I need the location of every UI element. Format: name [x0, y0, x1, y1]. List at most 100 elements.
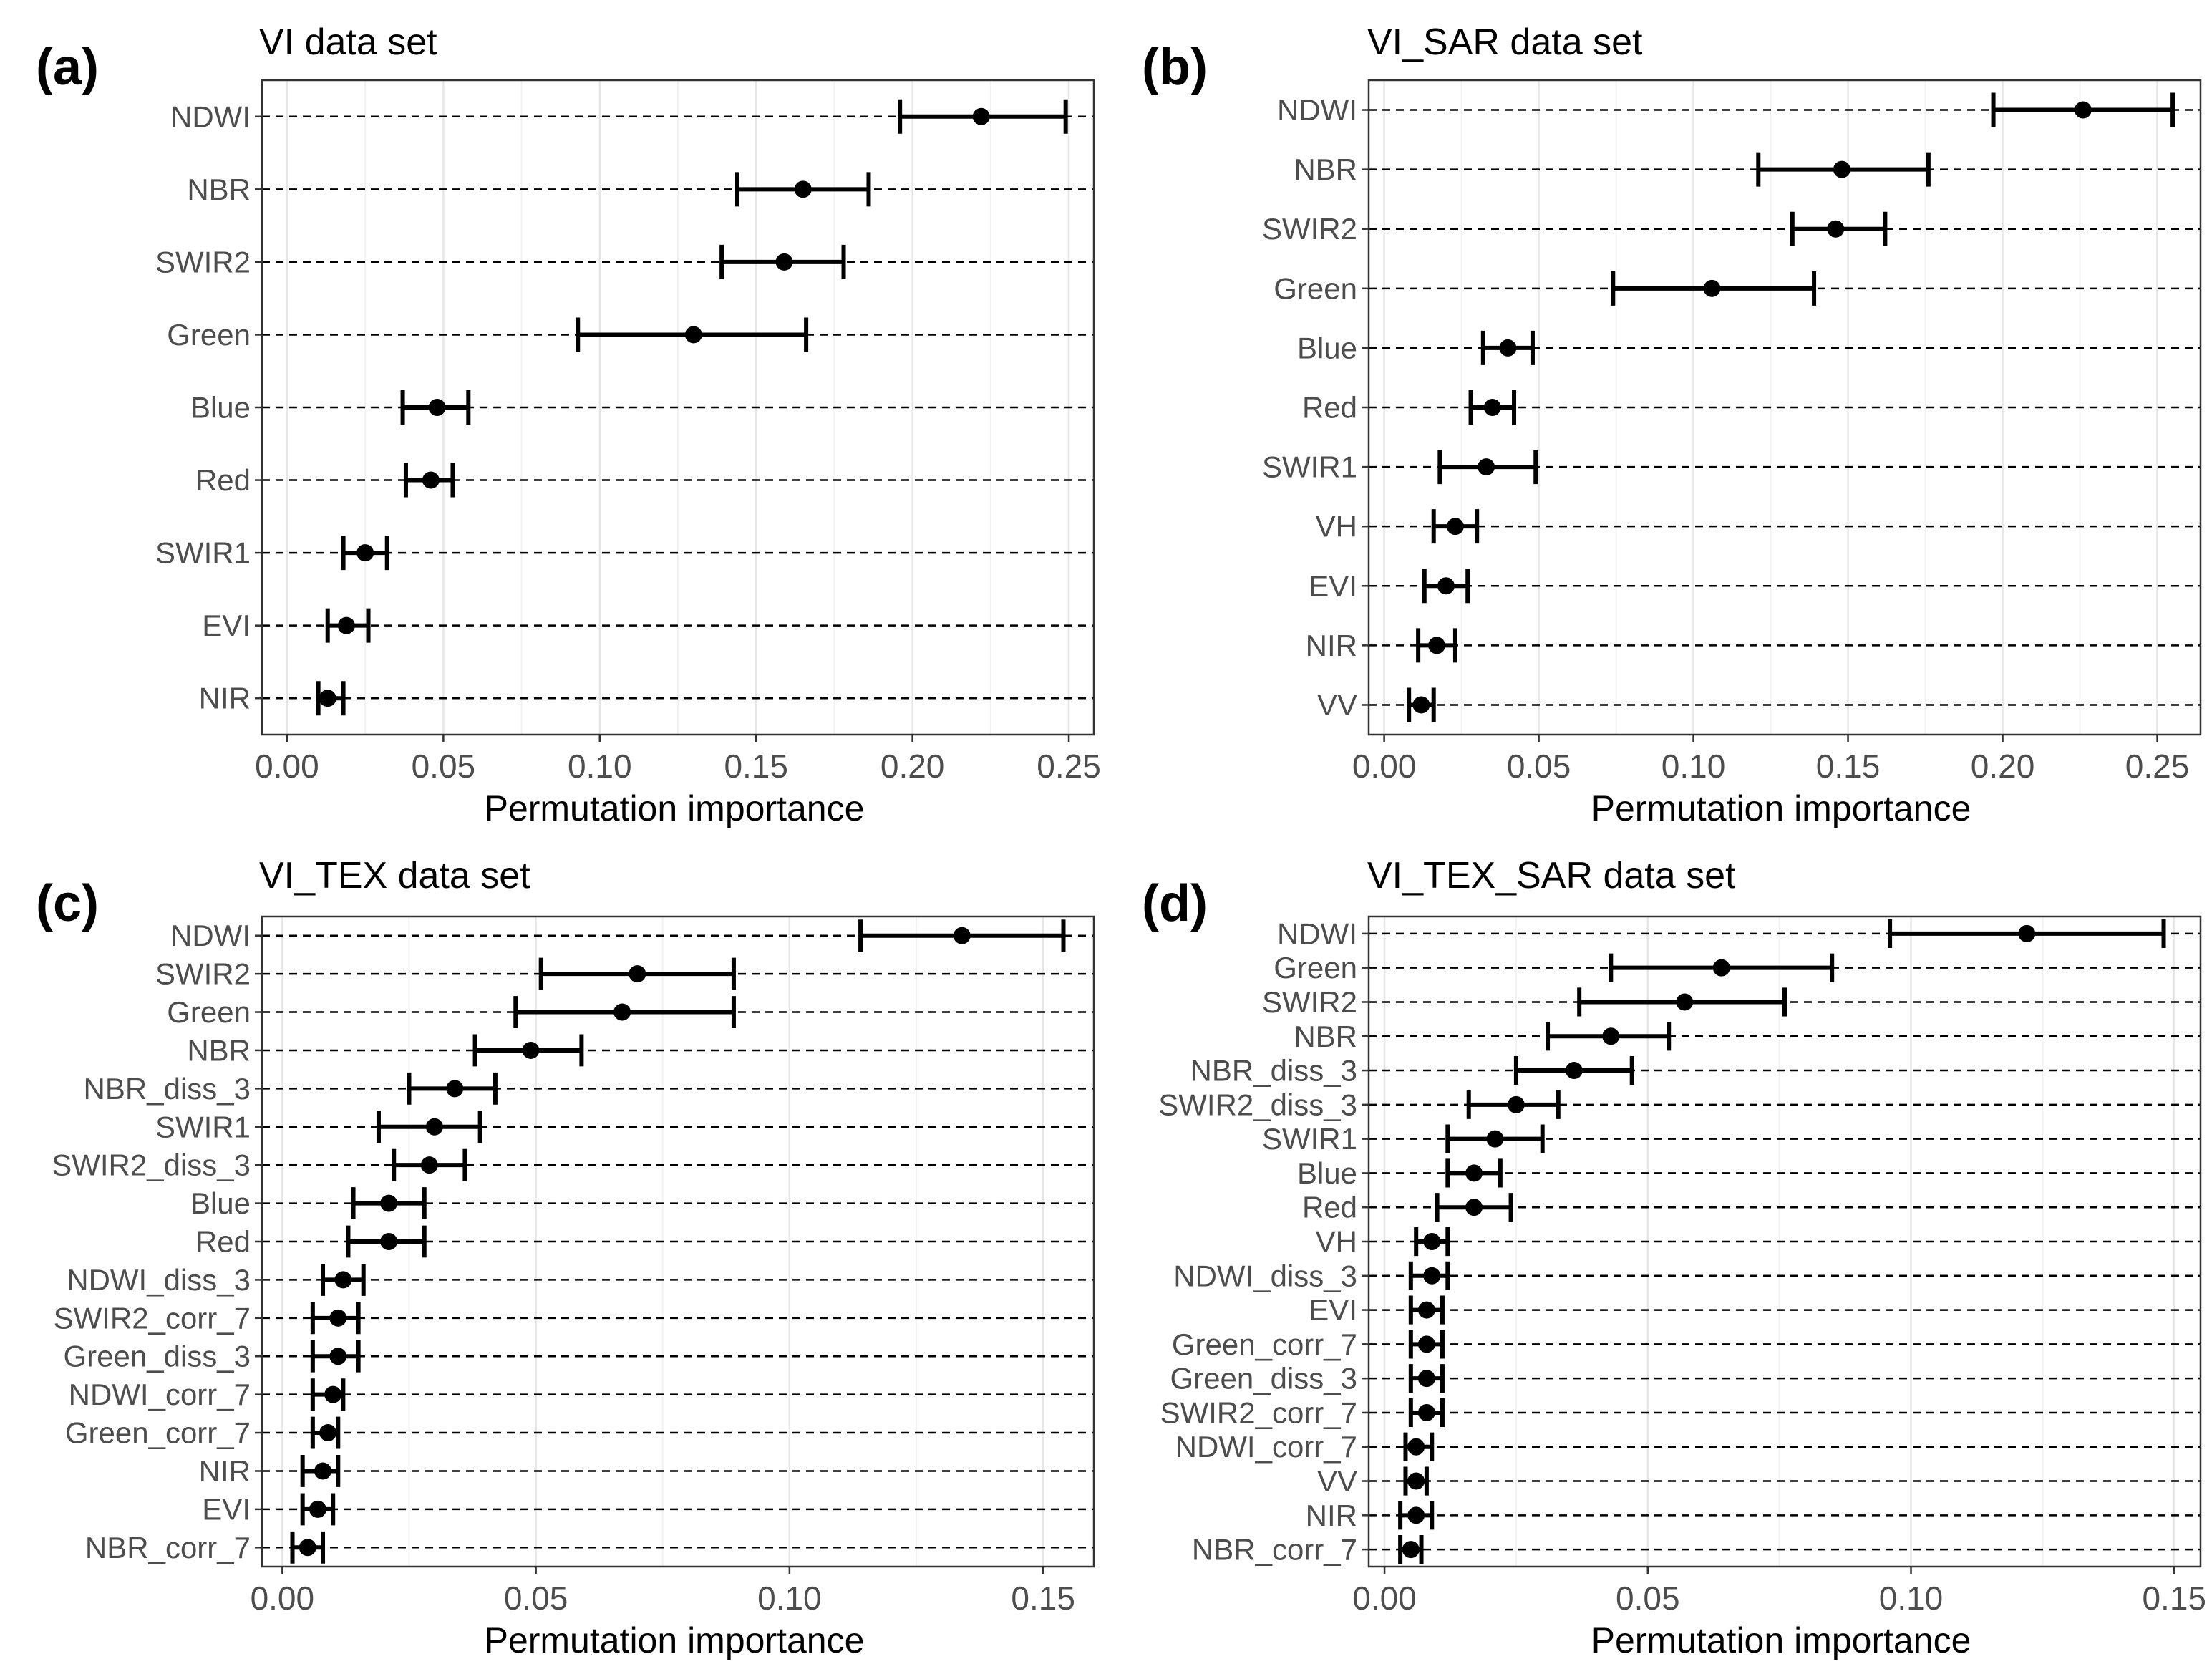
- x-tick-label: 0.25: [2125, 748, 2190, 785]
- x-tick-label: 0.05: [412, 748, 476, 785]
- importance-point: [299, 1539, 316, 1557]
- panel-title: VI_SAR data set: [1367, 21, 1643, 63]
- panel-title: VI_TEX data set: [259, 855, 530, 896]
- importance-point: [1407, 1472, 1425, 1490]
- importance-point: [1402, 1541, 1420, 1559]
- importance-point: [1676, 993, 1694, 1011]
- importance-point: [1423, 1233, 1441, 1250]
- y-tick-label: NBR_diss_3: [84, 1072, 251, 1106]
- importance-point: [420, 1156, 438, 1174]
- x-tick-label: 0.10: [1662, 748, 1726, 785]
- y-tick-label: NBR_corr_7: [85, 1531, 251, 1564]
- y-tick-label: SWIR2: [155, 957, 251, 991]
- importance-point: [1833, 160, 1850, 178]
- x-axis-label: Permutation importance: [485, 1620, 865, 1660]
- y-tick-label: Green: [1274, 951, 1357, 985]
- y-tick-label: NIR: [199, 1454, 251, 1488]
- y-tick-label: Red: [195, 463, 251, 497]
- importance-point: [1446, 518, 1464, 536]
- importance-point: [1602, 1027, 1620, 1045]
- plot-border: [1367, 79, 2202, 736]
- x-tick-label: 0.10: [568, 748, 632, 785]
- importance-point: [356, 544, 374, 562]
- y-tick-label: NIR: [199, 682, 251, 715]
- plot-border: [261, 79, 1095, 736]
- y-tick-label: Green_corr_7: [1172, 1327, 1357, 1361]
- panel-tag: (b): [1142, 39, 1208, 96]
- importance-point: [1507, 1095, 1525, 1113]
- y-tick-label: VH: [1316, 510, 1357, 543]
- importance-point: [972, 107, 990, 125]
- importance-point: [1428, 637, 1446, 654]
- y-tick-label: SWIR2_diss_3: [1158, 1088, 1357, 1121]
- x-tick-label: 0.00: [1352, 1580, 1417, 1617]
- y-tick-label: NDWI_corr_7: [1175, 1430, 1357, 1464]
- plot-border: [1367, 915, 2202, 1568]
- importance-point: [613, 1003, 631, 1021]
- y-tick-label: SWIR2: [1262, 985, 1357, 1019]
- importance-point: [794, 180, 812, 198]
- importance-point: [422, 471, 440, 489]
- y-tick-label: NBR_corr_7: [1192, 1533, 1357, 1567]
- panel-tag: (d): [1142, 875, 1208, 932]
- importance-point: [1417, 1370, 1435, 1388]
- panel-d: (d) VI_TEX_SAR data set 0.00 0.05 0.10 0.15…: [1142, 855, 2206, 1660]
- panel-a: (a) VI data set 0.00 0.05 0.10 0.15 0.20 0.25…: [36, 21, 1101, 828]
- x-axis-label: Permutation importance: [1591, 1620, 1971, 1660]
- importance-point: [319, 1424, 337, 1442]
- importance-point: [629, 965, 646, 983]
- x-tick-label: 0.15: [1011, 1580, 1075, 1617]
- y-tick-label: Blue: [1297, 331, 1357, 364]
- importance-point: [953, 927, 971, 944]
- y-tick-label: NBR: [187, 173, 251, 206]
- importance-point: [775, 253, 793, 271]
- x-tick-label: 0.15: [724, 748, 788, 785]
- importance-point: [329, 1348, 347, 1365]
- y-tick-label: VV: [1317, 688, 1357, 722]
- y-tick-label: NDWI_diss_3: [1173, 1259, 1357, 1292]
- x-tick-label: 0.15: [2142, 1580, 2206, 1617]
- importance-point: [522, 1041, 540, 1059]
- y-tick-label: SWIR1: [1262, 1122, 1357, 1156]
- importance-point: [309, 1500, 326, 1518]
- y-tick-label: SWIR1: [1262, 450, 1357, 484]
- x-tick-label: 0.15: [1816, 748, 1881, 785]
- x-tick-label: 0.20: [1971, 748, 2035, 785]
- x-tick-label: 0.10: [757, 1580, 822, 1617]
- importance-point: [329, 1309, 347, 1327]
- importance-point: [684, 326, 702, 344]
- y-tick-label: NIR: [1306, 1499, 1357, 1532]
- y-tick-label: NBR: [1294, 153, 1357, 186]
- importance-point: [1412, 696, 1430, 714]
- importance-point: [334, 1271, 352, 1289]
- importance-point: [337, 616, 355, 634]
- importance-point: [1703, 279, 1721, 297]
- y-tick-label: Red: [1302, 391, 1357, 425]
- x-tick-label: 0.00: [251, 1580, 315, 1617]
- panel-b: (b) VI_SAR data set 0.00 0.05 0.10 0.15 0.20…: [1142, 21, 2202, 828]
- importance-point: [425, 1118, 443, 1136]
- importance-point: [1437, 577, 1455, 595]
- importance-point: [1417, 1403, 1435, 1421]
- y-tick-label: NDWI_diss_3: [67, 1263, 251, 1297]
- y-tick-label: Blue: [1297, 1156, 1357, 1190]
- y-tick-label: SWIR1: [155, 536, 251, 570]
- importance-point: [1417, 1335, 1435, 1353]
- y-tick-label: EVI: [1309, 569, 1357, 603]
- plot-area: 0.00 0.05 0.10 0.15 NDWIGreenSWIR2NBRNBR_dis…: [1158, 915, 2206, 1617]
- y-tick-label: SWIR2: [155, 245, 251, 279]
- importance-point: [1407, 1506, 1425, 1524]
- y-tick-label: Red: [1302, 1191, 1357, 1224]
- y-tick-label: Blue: [190, 391, 251, 425]
- panel-tag: (a): [36, 39, 99, 96]
- x-tick-label: 0.05: [1616, 1580, 1680, 1617]
- panel-c: (c) VI_TEX data set 0.00 0.05 0.10 0.15 NDWI…: [36, 855, 1095, 1660]
- y-tick-label: EVI: [202, 1492, 251, 1526]
- importance-point: [1407, 1438, 1425, 1456]
- plot-area: 0.00 0.05 0.10 0.15 NDWI SWIR2 Green NBR NBR_dis…: [52, 915, 1095, 1617]
- y-tick-label: Red: [195, 1225, 251, 1259]
- y-tick-label: SWIR1: [155, 1110, 251, 1143]
- y-tick-label: SWIR2_diss_3: [52, 1148, 251, 1182]
- y-tick-label: NBR: [1294, 1020, 1357, 1053]
